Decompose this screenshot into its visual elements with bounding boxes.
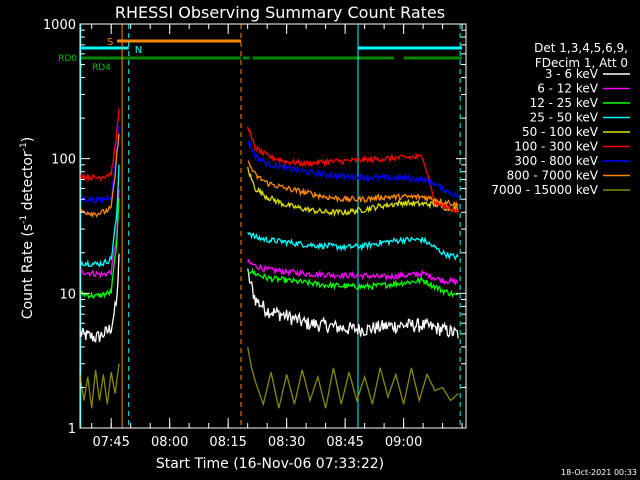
y-axis-label: Count Rate (s-1 detector-1) [19, 137, 36, 319]
legend-header-line: Det 1,3,4,5,6,9, [534, 41, 628, 55]
x-axis-label: Start Time (16-Nov-06 07:33:22) [156, 456, 384, 472]
legend-label: 3 - 6 keV [545, 67, 599, 81]
series-line [79, 197, 120, 300]
series-line [247, 258, 459, 286]
legend-label: 7000 - 15000 keV [491, 183, 598, 197]
series-line [79, 363, 120, 409]
axes: 1 10 100 1000 07:45 08:00 08:15 08:30 08:45 09:00 [43, 18, 467, 450]
legend-label: 800 - 7000 keV [507, 169, 599, 183]
legend-label: 25 - 50 keV [530, 111, 599, 125]
series-line [247, 268, 459, 339]
series-line [79, 189, 120, 279]
state-label-rd4: RD4 [92, 63, 111, 73]
x-tick-label: 08:45 [326, 435, 363, 450]
series-layer [79, 108, 459, 409]
series-line [247, 232, 459, 261]
state-label-rd0: RD0 [58, 54, 77, 64]
legend-label: 50 - 100 keV [522, 125, 599, 139]
series-line [247, 140, 459, 199]
plot-frame [79, 23, 467, 429]
legend: Det 1,3,4,5,6,9,FDecim 1, Att 03 - 6 keV… [491, 41, 630, 197]
series-line [247, 126, 459, 216]
y-tick-label: 1000 [43, 18, 76, 33]
series-line [247, 166, 459, 218]
series-line [247, 267, 459, 298]
x-tick-label: 08:00 [151, 435, 188, 450]
y-tick-label: 100 [51, 153, 76, 168]
legend-header-line: FDecim 1, Att 0 [535, 56, 628, 70]
x-tick-label: 08:30 [268, 435, 305, 450]
series-line [79, 108, 120, 183]
y-tick-label: 1 [68, 422, 76, 437]
footer-timestamp: 18-Oct-2021 00:33 [561, 468, 637, 477]
chart-title: RHESSI Observing Summary Count Rates [115, 3, 445, 22]
series-line [79, 124, 120, 205]
series-line [79, 164, 120, 268]
series-line [79, 253, 120, 343]
y-tick-label: 10 [59, 287, 76, 302]
legend-label: 100 - 300 keV [514, 140, 598, 154]
series-line [247, 346, 459, 409]
series-line [247, 160, 459, 208]
series-line [79, 133, 120, 219]
state-label-n: N [135, 45, 142, 56]
x-tick-label: 09:00 [385, 435, 422, 450]
x-tick-label: 08:15 [209, 435, 246, 450]
vertical-markers [80, 24, 461, 428]
legend-label: 6 - 12 keV [537, 82, 599, 96]
x-tick-label: 07:45 [92, 435, 129, 450]
state-bars: S N RD0 RD4 [58, 37, 463, 73]
legend-label: 300 - 800 keV [514, 154, 598, 168]
legend-label: 12 - 25 keV [530, 96, 599, 110]
state-label-s: S [107, 37, 113, 48]
